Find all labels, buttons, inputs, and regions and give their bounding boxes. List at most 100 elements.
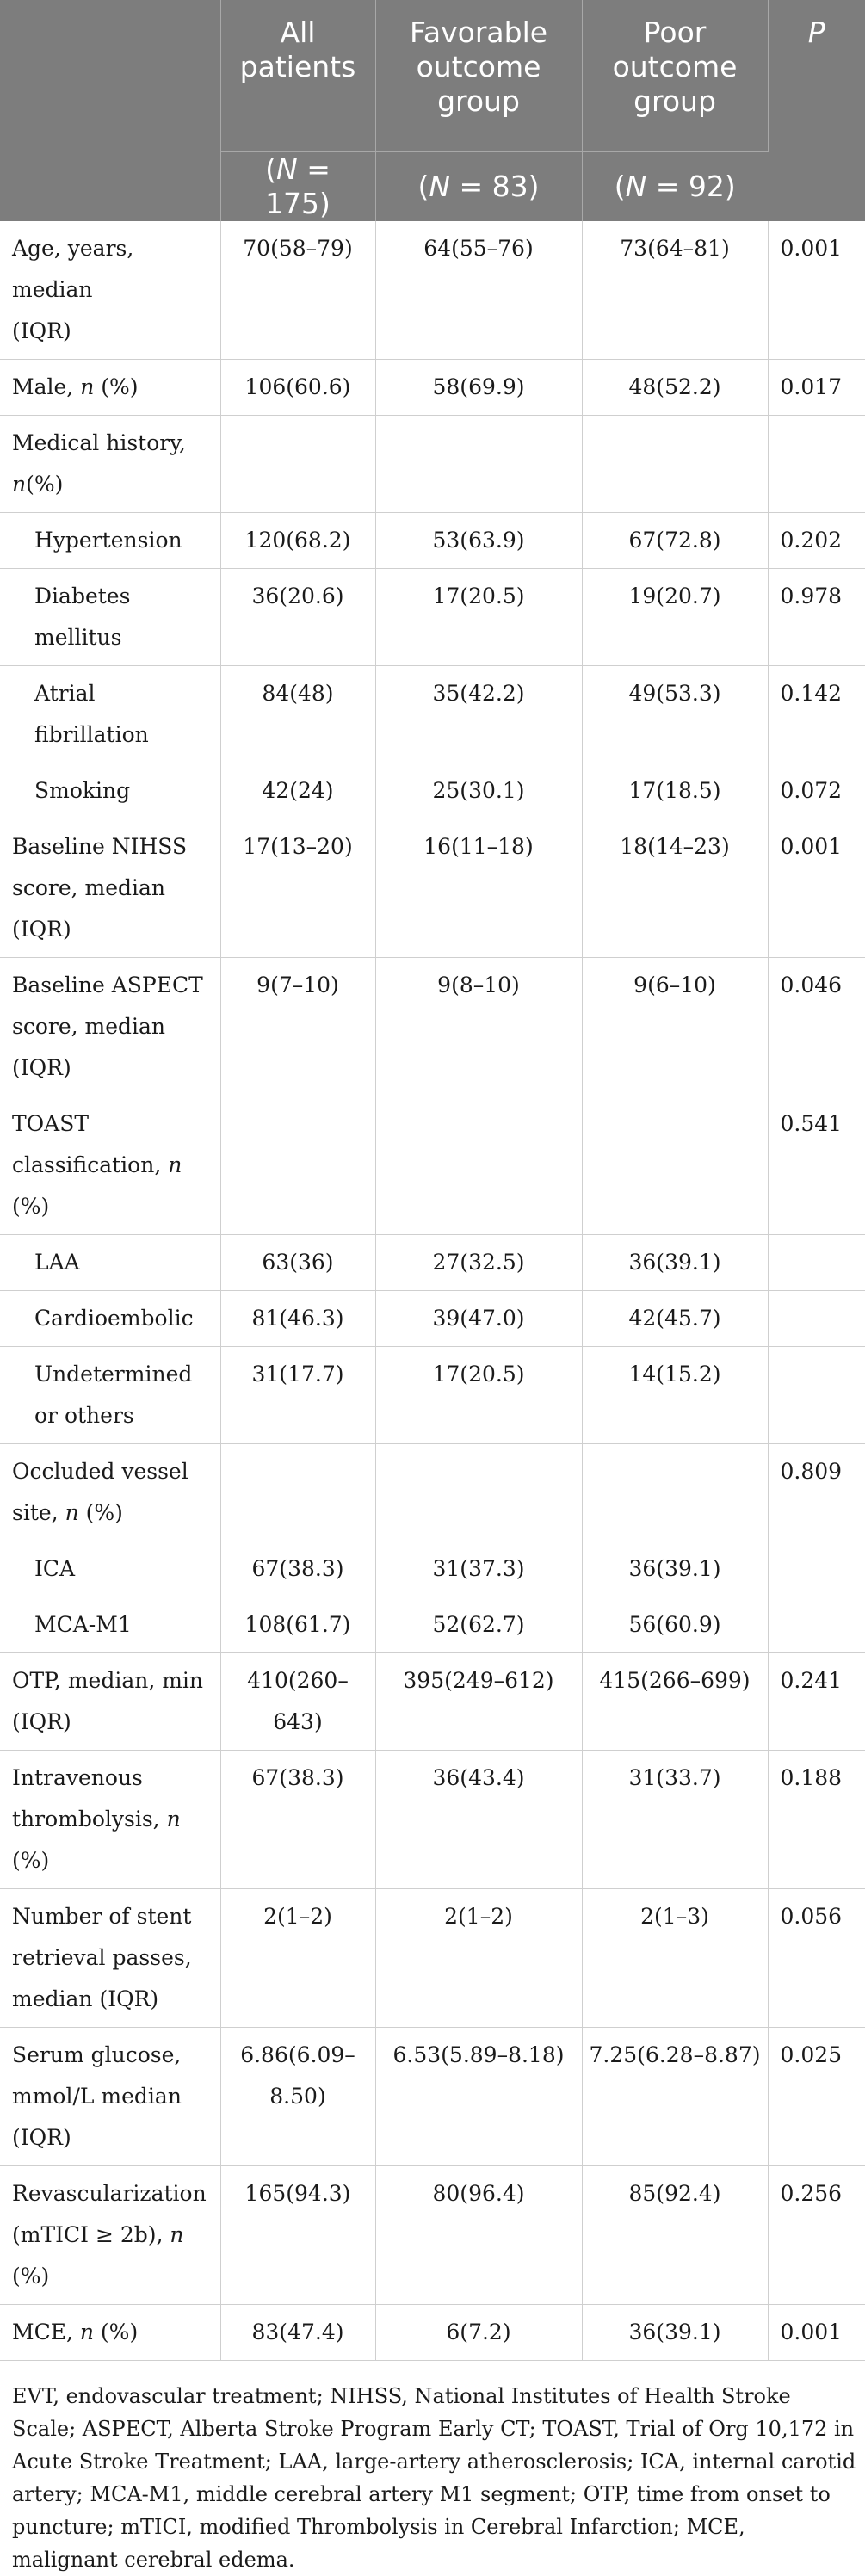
cell-p-value xyxy=(768,1597,865,1653)
cell-p-value: 0.541 xyxy=(768,1096,865,1235)
table-footnote: EVT, endovascular treatment; NIHSS, Nati… xyxy=(12,2384,856,2572)
row-label: Serum glucose, mmol/L median (IQR) xyxy=(0,2027,221,2166)
baseline-characteristics-table: All patients Favorable outcome group Poo… xyxy=(0,0,865,2361)
row-label: Atrial fibrillation xyxy=(0,665,221,763)
cell-p-value xyxy=(768,1346,865,1444)
cell-p-value xyxy=(768,1234,865,1291)
cell-all-patients xyxy=(220,415,376,513)
row-label-suffix: (%) xyxy=(12,1194,50,1219)
table-row: OTP, median, min (IQR) 410(260–643) 395(24… xyxy=(0,1652,865,1751)
row-label-text: Baseline NIHSS score, median (IQR) xyxy=(12,834,188,942)
cell-poor: 9(6–10) xyxy=(582,957,769,1096)
row-label: Baseline NIHSS score, median (IQR) xyxy=(0,819,221,958)
cell-all-patients: 410(260–643) xyxy=(220,1652,376,1751)
cell-poor: 18(14–23) xyxy=(582,819,769,958)
row-label-text: Undetermined or others xyxy=(34,1362,193,1428)
cell-poor: 56(60.9) xyxy=(582,1597,769,1653)
cell-all-patients: 83(47.4) xyxy=(220,2304,376,2361)
cell-poor: 73(64–81) xyxy=(582,221,769,360)
cell-all-patients: 165(94.3) xyxy=(220,2165,376,2305)
table-row: Intravenous thrombolysis, n (%) 67(38.3) 3… xyxy=(0,1750,865,1889)
cell-all-patients xyxy=(220,1096,376,1235)
cell-p-value xyxy=(768,1541,865,1597)
cell-favorable: 6(7.2) xyxy=(375,2304,583,2361)
row-label-italic: n xyxy=(65,1500,79,1525)
cell-p-value: 0.001 xyxy=(768,221,865,360)
row-label: Baseline ASPECT score, median (IQR) xyxy=(0,957,221,1096)
table-row: Male, n (%) 106(60.6) 58(69.9) 48(52.2) 0.01… xyxy=(0,359,865,416)
table-row: MCA-M1 108(61.7) 52(62.7) 56(60.9) xyxy=(0,1597,865,1653)
cell-all-patients: 2(1–2) xyxy=(220,1888,376,2028)
cell-poor: 42(45.7) xyxy=(582,1290,769,1347)
cell-poor: 7.25(6.28–8.87) xyxy=(582,2027,769,2166)
header-fav-line3: group xyxy=(437,84,520,118)
row-label-text: Diabetes mellitus xyxy=(34,584,131,650)
cell-p-value xyxy=(768,1290,865,1347)
row-label-suffix: (%) xyxy=(93,2320,139,2344)
table-row: Occluded vessel site, n (%) 0.809 xyxy=(0,1443,865,1541)
row-label: Diabetes mellitus xyxy=(0,568,221,666)
table-row: Diabetes mellitus 36(20.6) 17(20.5) 19(20.7… xyxy=(0,568,865,666)
cell-all-patients: 63(36) xyxy=(220,1234,376,1291)
cell-favorable: 39(47.0) xyxy=(375,1290,583,1347)
header-poor-group: Poor outcome group xyxy=(582,0,769,152)
header-all-line2: patients xyxy=(239,50,356,83)
cell-poor: 67(72.8) xyxy=(582,512,769,569)
row-label-text: Serum glucose, mmol/L median (IQR) xyxy=(12,2042,182,2150)
row-label-suffix: (%) xyxy=(78,1500,123,1525)
row-label-text: Intravenous thrombolysis, xyxy=(12,1765,167,1832)
row-label-text: Revascularization (mTICI ≥ 2b), xyxy=(12,2181,207,2247)
cell-favorable xyxy=(375,415,583,513)
table-row: MCE, n (%) 83(47.4) 6(7.2) 36(39.1) 0.001 xyxy=(0,2304,865,2361)
table-row: Atrial fibrillation 84(48) 35(42.2) 49(53.3… xyxy=(0,665,865,763)
cell-poor: 48(52.2) xyxy=(582,359,769,416)
row-label-text-2: (IQR) xyxy=(12,318,71,343)
cell-favorable: 52(62.7) xyxy=(375,1597,583,1653)
cell-p-value: 0.256 xyxy=(768,2165,865,2305)
cell-poor: 14(15.2) xyxy=(582,1346,769,1444)
row-label-text: Male, xyxy=(12,374,81,399)
cell-all-patients: 67(38.3) xyxy=(220,1750,376,1889)
row-label-text: Smoking xyxy=(34,778,131,803)
cell-favorable: 17(20.5) xyxy=(375,1346,583,1444)
table-row: Medical history, n(%) xyxy=(0,415,865,513)
header-all-line1: All xyxy=(280,15,316,49)
cell-favorable: 2(1–2) xyxy=(375,1888,583,2028)
row-label: Male, n (%) xyxy=(0,359,221,416)
cell-all-patients: 70(58–79) xyxy=(220,221,376,360)
table-row: ICA 67(38.3) 31(37.3) 36(39.1) xyxy=(0,1541,865,1597)
row-label-suffix: (%) xyxy=(12,1848,50,1873)
cell-favorable xyxy=(375,1096,583,1235)
cell-all-patients: 81(46.3) xyxy=(220,1290,376,1347)
cell-poor xyxy=(582,415,769,513)
cell-all-patients: 84(48) xyxy=(220,665,376,763)
table-row: LAA 63(36) 27(32.5) 36(39.1) xyxy=(0,1234,865,1291)
row-label-text: Occluded vessel site, xyxy=(12,1459,188,1525)
cell-p-value: 0.978 xyxy=(768,568,865,666)
row-label-suffix: (%) xyxy=(26,472,64,497)
row-label-text: Baseline ASPECT score, median (IQR) xyxy=(12,973,203,1080)
header-variable xyxy=(0,0,221,221)
cell-all-patients: 120(68.2) xyxy=(220,512,376,569)
row-label-italic: n xyxy=(170,2222,184,2247)
cell-all-patients xyxy=(220,1443,376,1541)
cell-favorable xyxy=(375,1443,583,1541)
header-fav-line1: Favorable xyxy=(409,15,548,49)
cell-p-value: 0.142 xyxy=(768,665,865,763)
row-label: TOAST classification, n (%) xyxy=(0,1096,221,1235)
row-label: Medical history, n(%) xyxy=(0,415,221,513)
cell-poor: 36(39.1) xyxy=(582,2304,769,2361)
table-body: Age, years, median (IQR) 70(58–79) 64(55–76… xyxy=(0,221,865,2361)
cell-favorable: 9(8–10) xyxy=(375,957,583,1096)
row-label: MCE, n (%) xyxy=(0,2304,221,2361)
cell-favorable: 17(20.5) xyxy=(375,568,583,666)
row-label-italic: n xyxy=(80,374,95,399)
cell-all-patients: 108(61.7) xyxy=(220,1597,376,1653)
cell-favorable: 25(30.1) xyxy=(375,763,583,819)
table-header: All patients Favorable outcome group Poo… xyxy=(0,0,865,221)
cell-favorable: 80(96.4) xyxy=(375,2165,583,2305)
table-row: Smoking 42(24) 25(30.1) 17(18.5) 0.072 xyxy=(0,763,865,819)
cell-all-patients: 17(13–20) xyxy=(220,819,376,958)
table-row: Hypertension 120(68.2) 53(63.9) 67(72.8) 0.2… xyxy=(0,512,865,569)
cell-all-patients: 42(24) xyxy=(220,763,376,819)
